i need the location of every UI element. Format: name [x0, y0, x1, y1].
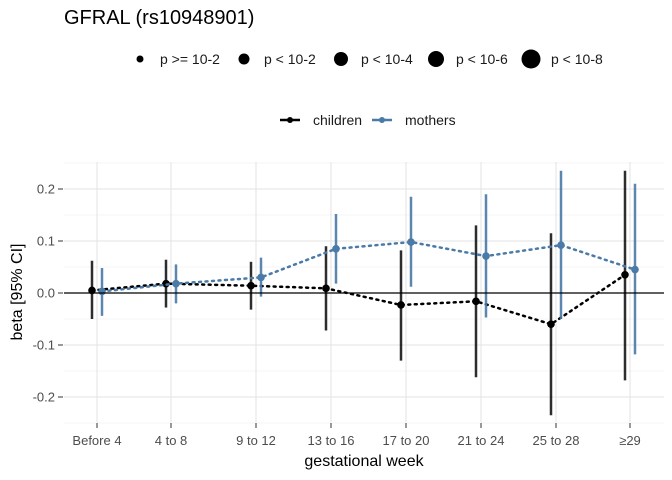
- data-point: [397, 301, 405, 309]
- color-legend-label: children: [313, 112, 362, 128]
- size-legend-symbol: [521, 49, 541, 69]
- data-point: [547, 320, 555, 329]
- size-legend: p >= 10-2 p < 10-2 p < 10-4 p < 10-6 p < 10-…: [136, 49, 603, 69]
- size-legend-label: p >= 10-2: [160, 51, 220, 67]
- data-point: [172, 279, 180, 288]
- data-point: [332, 245, 340, 253]
- y-tick-label: -0.1: [33, 338, 55, 353]
- size-legend-symbol: [238, 53, 250, 65]
- color-legend-point: [379, 117, 385, 123]
- data-point: [631, 265, 639, 274]
- x-tick-label: 25 to 28: [533, 433, 580, 448]
- data-point: [407, 238, 415, 246]
- chart-title: GFRAL (rs10948901): [64, 7, 254, 29]
- data-point: [88, 286, 96, 295]
- series-line: [90, 273, 627, 326]
- data-point: [247, 281, 255, 290]
- series-line: [100, 240, 637, 293]
- size-legend-label: p < 10-2: [264, 51, 316, 67]
- data-point: [257, 273, 265, 282]
- x-tick-label: 17 to 20: [383, 433, 430, 448]
- data-point: [621, 271, 629, 279]
- color-legend-point: [287, 117, 293, 123]
- y-tick-label: 0.2: [37, 182, 55, 197]
- data-point: [557, 241, 565, 249]
- size-legend-symbol: [136, 55, 144, 63]
- x-tick-label: 13 to 16: [308, 433, 355, 448]
- size-legend-label: p < 10-6: [456, 51, 508, 67]
- x-tick-label: 4 to 8: [155, 433, 188, 448]
- plot-area: [88, 170, 639, 416]
- x-tick-label: ≥29: [619, 433, 641, 448]
- x-tick-label: 9 to 12: [236, 433, 276, 448]
- size-legend-symbol: [428, 51, 444, 67]
- x-tick-label: Before 4: [72, 433, 121, 448]
- color-legend: children mothers: [280, 112, 456, 128]
- size-legend-label: p < 10-8: [551, 51, 603, 67]
- series-mothers: [98, 170, 639, 355]
- series-children: [88, 170, 629, 416]
- size-legend-symbol: [334, 52, 348, 66]
- y-axis-label: beta [95% CI]: [9, 244, 26, 341]
- data-point: [322, 284, 330, 293]
- axes: -0.2 -0.1 0.0 0.1 0.2 Before 4 4 to 8 9 to 12 13…: [33, 182, 664, 448]
- y-tick-label: 0.1: [37, 234, 55, 249]
- data-point: [98, 287, 106, 296]
- y-tick-label: 0.0: [37, 286, 55, 301]
- y-tick-label: -0.2: [33, 390, 55, 405]
- x-axis-label: gestational week: [304, 453, 424, 470]
- x-tick-label: 21 to 24: [458, 433, 505, 448]
- data-point: [472, 297, 480, 306]
- size-legend-label: p < 10-4: [361, 51, 413, 67]
- color-legend-label: mothers: [405, 112, 456, 128]
- data-point: [482, 252, 490, 260]
